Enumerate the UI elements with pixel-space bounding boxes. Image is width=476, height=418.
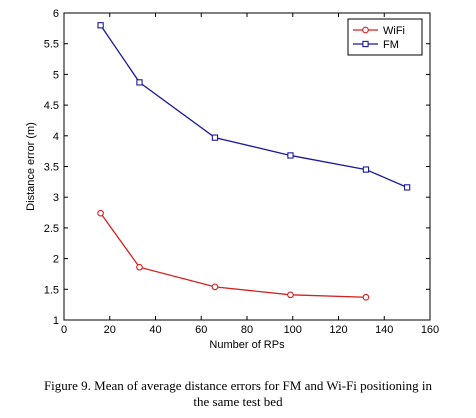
data-point <box>211 283 219 291</box>
data-point <box>211 134 219 141</box>
x-tick-label: 40 <box>149 324 161 336</box>
legend: WiFi FM <box>347 18 423 56</box>
x-tick-label: 60 <box>195 324 207 336</box>
legend-label: FM <box>383 39 399 51</box>
x-tick-label: 120 <box>329 324 347 336</box>
y-tick-label: 4.5 <box>44 100 59 112</box>
caption-line-1: Figure 9. Mean of average distance error… <box>43 378 433 393</box>
series-fm <box>97 22 411 191</box>
x-tick-label: 100 <box>284 324 302 336</box>
y-tick-label: 1.5 <box>44 284 59 296</box>
legend-item-fm: FM <box>353 39 399 51</box>
series-layer <box>97 22 411 301</box>
data-point <box>287 152 294 159</box>
line-chart: 0 20 40 60 80 100 120 140 160 1 1.5 2 2.5 3 3.5 4 4.5 5 5… <box>25 8 439 351</box>
data-point <box>136 263 143 271</box>
data-point <box>403 184 411 191</box>
x-axis-label: Number of RPs <box>209 339 285 351</box>
y-tick-label: 2 <box>53 254 59 266</box>
legend-box <box>347 18 423 56</box>
caption-line-2: the same test bed <box>193 394 283 409</box>
data-point <box>97 22 104 29</box>
x-tick-label: 0 <box>61 324 67 336</box>
legend-item-wifi: WiFi <box>353 25 405 37</box>
legend-marker <box>362 26 369 34</box>
y-tick-label: 5 <box>53 69 59 81</box>
data-point <box>287 291 294 299</box>
y-axis-label: Distance error (m) <box>25 122 37 211</box>
legend-marker <box>362 40 369 48</box>
data-point <box>362 293 370 301</box>
x-tick-label: 80 <box>241 324 253 336</box>
y-tick-label: 3 <box>53 192 59 204</box>
plot-area <box>63 12 431 321</box>
y-tick-label: 1 <box>53 315 59 327</box>
y-tick-label: 5.5 <box>44 39 59 51</box>
y-axis-ticks: 1 1.5 2 2.5 3 3.5 4 4.5 5 5.5 6 <box>44 8 430 327</box>
x-tick-label: 160 <box>421 324 439 336</box>
x-axis-ticks: 0 20 40 60 80 100 120 140 160 <box>61 13 439 336</box>
y-tick-label: 4 <box>53 131 59 143</box>
x-tick-label: 20 <box>104 324 116 336</box>
data-point <box>97 209 104 217</box>
legend-label: WiFi <box>383 25 405 37</box>
series-line <box>100 24 408 188</box>
x-tick-label: 140 <box>375 324 393 336</box>
y-tick-label: 2.5 <box>44 223 59 235</box>
y-tick-label: 6 <box>53 8 59 20</box>
y-tick-label: 3.5 <box>44 162 59 174</box>
data-point <box>362 166 370 173</box>
figure-caption: Figure 9. Mean of average distance error… <box>0 378 476 410</box>
data-point <box>136 79 143 86</box>
series-wifi <box>97 209 370 301</box>
